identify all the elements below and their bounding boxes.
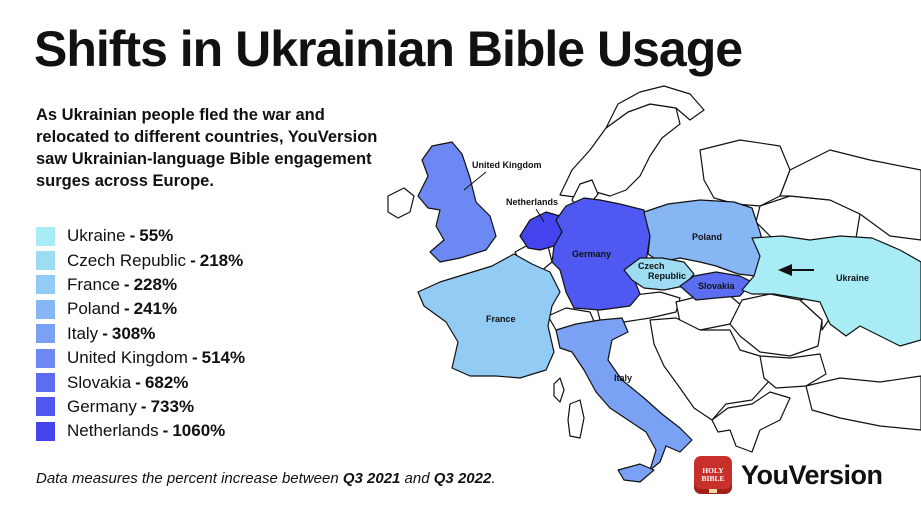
- country-russia-edge: [779, 149, 921, 241]
- footnote-end-quarter: Q3 2022: [433, 470, 492, 487]
- legend-value: 733%: [150, 396, 195, 416]
- country-ireland: [387, 187, 415, 219]
- legend-country: Ukraine: [67, 226, 126, 246]
- legend-country: France: [67, 274, 120, 294]
- legend-country: Poland: [67, 299, 120, 319]
- legend-country: Slovakia: [67, 372, 132, 392]
- country-baltics: [699, 139, 791, 207]
- label-italy: Italy: [614, 373, 632, 383]
- intro-text: As Ukrainian people fled the war and rel…: [36, 106, 378, 190]
- migration-arrow: [778, 264, 814, 276]
- leader-line-nl: [535, 208, 545, 223]
- country-romania: [729, 293, 823, 357]
- icon-text-bible: BIBLE: [701, 474, 725, 483]
- legend-separator: -: [129, 226, 136, 246]
- legend-value: 308%: [111, 323, 156, 343]
- country-bulgaria: [759, 353, 827, 389]
- label-czech-republic-line1: Czech: [638, 261, 665, 271]
- youversion-brand: HOLY BIBLE YouVersion: [694, 456, 883, 494]
- island-corsica: [553, 377, 565, 403]
- legend-country: Germany: [67, 396, 137, 416]
- legend-item: United Kingdom -514%: [36, 346, 245, 370]
- legend-value: 1060%: [172, 421, 226, 441]
- legend-item: Germany -733%: [36, 395, 245, 419]
- island-sardinia: [567, 399, 585, 439]
- legend-swatch: [36, 324, 55, 344]
- legend-separator: -: [123, 299, 130, 319]
- legend-item: Netherlands -1060%: [36, 419, 245, 443]
- legend-separator: -: [190, 250, 196, 270]
- legend-separator: -: [123, 274, 130, 294]
- legend-separator: -: [135, 372, 141, 392]
- legend-separator: -: [191, 348, 198, 368]
- brand-name: YouVersion: [741, 459, 883, 490]
- page-title: Shifts in Ukrainian Bible Usage: [34, 21, 743, 77]
- legend-swatch: [36, 348, 55, 368]
- holy-bible-app-icon: HOLY BIBLE: [694, 456, 732, 494]
- legend-item: Ukraine -55%: [36, 224, 245, 248]
- legend-separator: -: [162, 421, 169, 441]
- legend-country: Italy: [67, 323, 99, 343]
- label-france: France: [486, 314, 516, 324]
- legend-item: Slovakia -682%: [36, 370, 245, 394]
- country-italy-sicily: [617, 463, 655, 483]
- legend: Ukraine -55% Czech Republic -218% France -228…: [36, 224, 245, 444]
- label-netherlands: Netherlands: [506, 197, 558, 207]
- country-greece: [711, 391, 791, 453]
- label-united-kingdom: United Kingdom: [472, 160, 542, 170]
- label-slovakia: Slovakia: [698, 281, 736, 291]
- legend-item: Italy -308%: [36, 322, 245, 346]
- legend-item: Czech Republic -218%: [36, 248, 245, 272]
- country-italy: [555, 317, 693, 471]
- legend-value: 514%: [201, 348, 246, 368]
- legend-item: France -228%: [36, 273, 245, 297]
- label-germany: Germany: [572, 249, 611, 259]
- legend-country: United Kingdom: [67, 348, 188, 368]
- footnote-prefix: Data measures the percent increase betwe…: [36, 470, 343, 487]
- country-turkey-edge: [805, 375, 921, 431]
- legend-country: Netherlands: [67, 421, 159, 441]
- country-ukraine: [741, 235, 921, 347]
- footnote-suffix: .: [491, 470, 496, 487]
- legend-swatch: [36, 373, 55, 393]
- legend-value: 228%: [133, 274, 178, 294]
- legend-swatch: [36, 421, 55, 441]
- label-ukraine: Ukraine: [836, 273, 869, 283]
- country-norway-north: [605, 85, 705, 129]
- legend-value: 218%: [199, 250, 244, 270]
- legend-swatch: [36, 397, 55, 417]
- footnote-joiner: and: [400, 470, 434, 487]
- legend-separator: -: [102, 323, 108, 343]
- leader-line-uk: [463, 171, 487, 191]
- legend-country: Czech Republic: [67, 250, 187, 270]
- country-balkans: [649, 317, 771, 421]
- legend-separator: -: [140, 396, 147, 416]
- legend-value: 682%: [144, 372, 189, 392]
- bookmark-ribbon-icon: [709, 489, 717, 493]
- legend-swatch: [36, 275, 55, 295]
- label-czech-republic-line2: Republic: [648, 271, 686, 281]
- country-germany: [551, 197, 651, 311]
- label-poland: Poland: [692, 232, 722, 242]
- legend-swatch: [36, 226, 55, 246]
- icon-text-holy: HOLY: [702, 466, 724, 475]
- footnote-start-quarter: Q3 2021: [342, 470, 401, 487]
- country-united-kingdom: [417, 141, 497, 263]
- legend-swatch: [36, 299, 55, 319]
- legend-item: Poland -241%: [36, 297, 245, 321]
- country-scandinavia: [559, 103, 681, 199]
- legend-value: 241%: [133, 299, 178, 319]
- legend-swatch: [36, 251, 55, 271]
- country-france: [417, 253, 561, 379]
- footnote: Data measures the percent increase betwe…: [36, 470, 495, 487]
- legend-value: 55%: [139, 226, 174, 246]
